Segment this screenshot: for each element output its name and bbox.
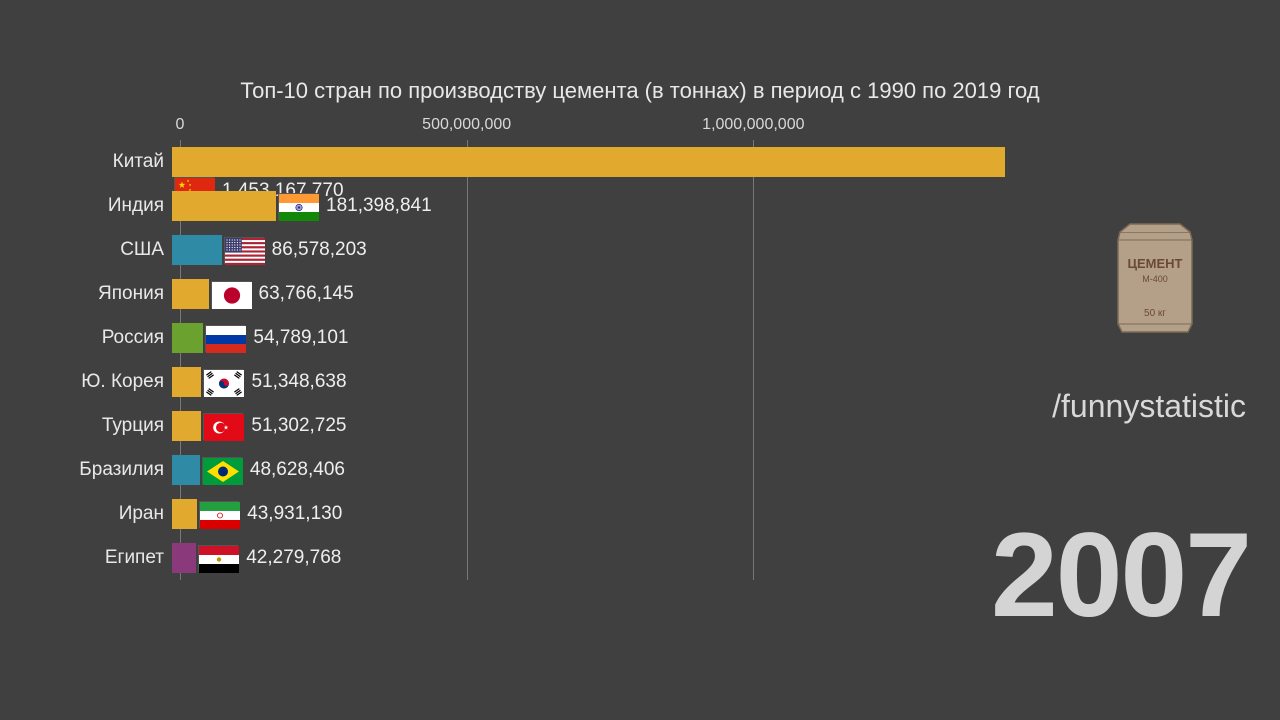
axis-tick-label: 0: [176, 116, 185, 134]
value-label: 54,789,101: [253, 327, 348, 349]
value-label: 51,302,725: [251, 415, 346, 437]
value-label: 43,931,130: [247, 503, 342, 525]
country-label: Бразилия: [0, 459, 172, 481]
svg-text:50 кг: 50 кг: [1144, 308, 1166, 319]
flag-icon: [203, 413, 243, 440]
bar: [172, 147, 1005, 177]
country-label: Индия: [0, 195, 172, 217]
flag-icon: [278, 193, 318, 220]
bar: [172, 543, 196, 573]
table-row: Россия 54,789,101: [0, 316, 1040, 360]
value-label: 181,398,841: [326, 195, 432, 217]
bar: [172, 279, 209, 309]
table-row: Иран 43,931,130: [0, 492, 1040, 536]
country-label: Египет: [0, 547, 172, 569]
bar-track: 51,302,725: [172, 411, 1032, 441]
year-label: 2007: [991, 506, 1250, 644]
bar-track: 42,279,768: [172, 543, 1032, 573]
value-label: 48,628,406: [250, 459, 345, 481]
table-row: Индия 181,398,841: [0, 184, 1040, 228]
country-label: Китай: [0, 151, 172, 173]
flag-icon: [205, 325, 245, 352]
table-row: Бразилия 48,628,406: [0, 448, 1040, 492]
bar-track: 181,398,841: [172, 191, 1032, 221]
bar: [172, 455, 200, 485]
bar: [172, 411, 201, 441]
cement-bag-icon: ЦЕМЕНТ М-400 50 кг: [1110, 220, 1200, 340]
value-label: 63,766,145: [259, 283, 354, 305]
bar-track: 1,453,167,770: [172, 147, 1032, 177]
flag-icon: [198, 545, 238, 572]
watermark: /funnystatistic: [1052, 388, 1246, 425]
value-label: 86,578,203: [272, 239, 367, 261]
bar: [172, 191, 276, 221]
flag-icon: [199, 501, 239, 528]
bar-track: 54,789,101: [172, 323, 1032, 353]
bar-track: 43,931,130: [172, 499, 1032, 529]
table-row: Египет 42,279,768: [0, 536, 1040, 580]
svg-text:М-400: М-400: [1142, 274, 1168, 284]
table-row: США 86,578,203: [0, 228, 1040, 272]
table-row: Япония 63,766,145: [0, 272, 1040, 316]
chart-title: Топ-10 стран по производству цемента (в …: [0, 78, 1280, 104]
x-axis: 0500,000,0001,000,000,000: [180, 116, 1040, 136]
table-row: Ю. Корея 51,348,638: [0, 360, 1040, 404]
svg-text:ЦЕМЕНТ: ЦЕМЕНТ: [1128, 256, 1183, 271]
bar: [172, 499, 197, 529]
value-label: 51,348,638: [251, 371, 346, 393]
country-label: США: [0, 239, 172, 261]
flag-icon: [224, 237, 264, 264]
bar-chart: Китай1,453,167,770Индия181,398,841США86,…: [0, 140, 1040, 580]
bar-track: 63,766,145: [172, 279, 1032, 309]
value-label: 42,279,768: [246, 547, 341, 569]
bar: [172, 323, 203, 353]
flag-icon: [202, 457, 242, 484]
country-label: Иран: [0, 503, 172, 525]
axis-tick-label: 500,000,000: [422, 116, 511, 134]
country-label: Турция: [0, 415, 172, 437]
axis-tick-label: 1,000,000,000: [702, 116, 804, 134]
bar-track: 51,348,638: [172, 367, 1032, 397]
country-label: Россия: [0, 327, 172, 349]
bar-track: 86,578,203: [172, 235, 1032, 265]
table-row: Китай1,453,167,770: [0, 140, 1040, 184]
bar-track: 48,628,406: [172, 455, 1032, 485]
table-row: Турция 51,302,725: [0, 404, 1040, 448]
country-label: Япония: [0, 283, 172, 305]
flag-icon: [203, 369, 243, 396]
bar: [172, 367, 201, 397]
country-label: Ю. Корея: [0, 371, 172, 393]
bar: [172, 235, 222, 265]
flag-icon: [211, 281, 251, 308]
